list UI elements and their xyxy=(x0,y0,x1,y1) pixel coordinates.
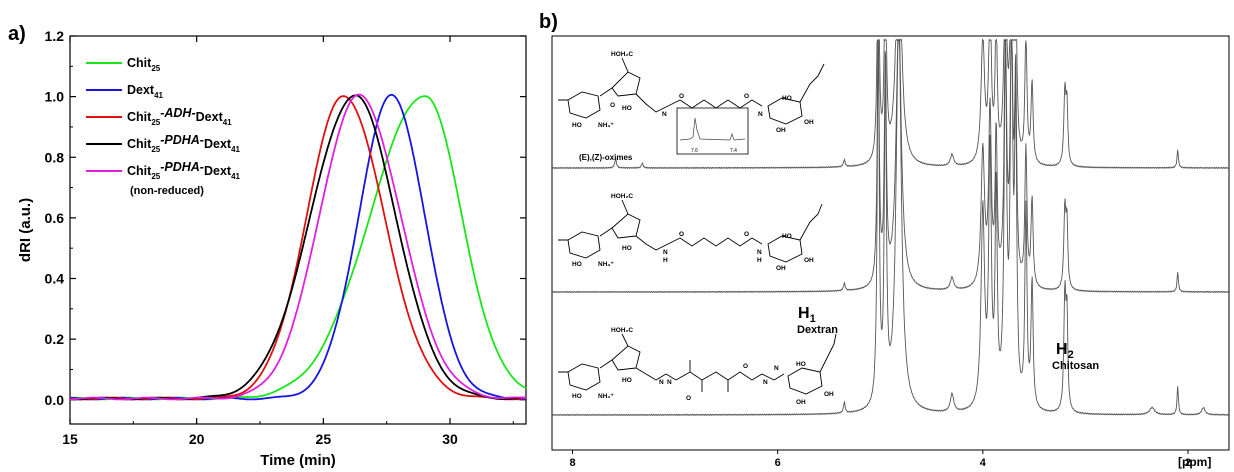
s3-o-1: O xyxy=(686,395,691,402)
axis-ticks-b: 8 6 4 2 xyxy=(569,450,1191,469)
s3-n-3: N xyxy=(763,379,768,386)
x-tick-label: 25 xyxy=(316,431,332,447)
legend-entry: Chit25-ADH-Dext41 xyxy=(127,106,232,127)
s1-oh-2: OH xyxy=(804,119,814,126)
ppm-tick-label: 8 xyxy=(569,457,575,469)
y-tick-label: 1.0 xyxy=(45,89,65,105)
series-line-4 xyxy=(70,93,527,401)
s2-n-2: N xyxy=(757,249,762,256)
s3-oh-2: OH xyxy=(824,391,834,398)
ppm-tick-label: 2 xyxy=(1185,457,1191,469)
oximes-label: (E),(Z)-oximes xyxy=(579,153,633,162)
s1-oh-1: OH xyxy=(776,127,786,134)
s1-n-1: N xyxy=(662,111,667,118)
h1-label: H1 xyxy=(798,305,816,325)
s2-o-1: O xyxy=(679,231,684,238)
structure-reduced xyxy=(558,199,823,263)
s2-n-1: N xyxy=(663,249,668,256)
plot-frame-a xyxy=(69,35,527,425)
s3-hoh2c: HOH₂C xyxy=(611,327,633,334)
ppm-label: [ppm] xyxy=(1178,455,1211,469)
y-tick-label: 0.0 xyxy=(45,392,65,408)
s1-nh3: NH₃⁺ xyxy=(598,122,614,129)
x-axis-label: Time (min) xyxy=(260,452,336,469)
dextran-label: Dextran xyxy=(797,324,838,336)
s1-ho-3: HO xyxy=(782,95,792,102)
x-tick-label: 20 xyxy=(189,431,205,447)
legend-entry: Chit25-PDHA-Dext41 xyxy=(127,133,241,154)
structure-adh xyxy=(558,333,837,395)
legend-entry: Chit25 xyxy=(127,56,161,73)
ppm-tick-label: 4 xyxy=(980,457,987,469)
inset-tick-1: 7.6 xyxy=(691,148,698,154)
nmr-spectrum-0 xyxy=(551,38,1230,170)
s1-o-3: O xyxy=(744,93,749,100)
s1-ho-2: HO xyxy=(622,105,632,112)
x-tick-label: 15 xyxy=(62,431,78,447)
gpc-chart: 0.0 0.2 0.4 0.6 0.8 1.0 1.2 15 20 25 30 Chit25 Dext… xyxy=(17,28,527,469)
s1-o-1: O xyxy=(610,102,615,109)
nmr-spectrum-1 xyxy=(551,38,1230,294)
s3-n-2: N xyxy=(667,379,672,386)
s2-ho-3: HO xyxy=(782,233,792,240)
plot-frame-b xyxy=(551,35,1230,451)
s2-h-1: H xyxy=(663,257,668,264)
y-tick-label: 0.2 xyxy=(45,331,65,347)
y-tick-label: 1.2 xyxy=(45,28,65,44)
h2-label: H2 xyxy=(1056,341,1074,361)
nmr-spectra xyxy=(551,38,1230,417)
y-tick-label: 0.8 xyxy=(45,149,65,165)
s2-hoh2c: HOH₂C xyxy=(611,193,633,200)
axis-ticks-a: 0.0 0.2 0.4 0.6 0.8 1.0 1.2 15 20 25 30 xyxy=(45,28,526,447)
panel-a-label: a) xyxy=(8,23,26,45)
s1-o-2: O xyxy=(679,93,684,100)
y-axis-label: dRI (a.u.) xyxy=(17,198,34,262)
inset-tick-2: 7.4 xyxy=(730,148,737,154)
s2-nh3: NH₃⁺ xyxy=(598,261,614,268)
s2-o-2: O xyxy=(744,231,749,238)
s3-ho-1: HO xyxy=(572,393,582,400)
legend: Chit25 Dext41 Chit25-ADH-Dext41 Chit25-PDHA… xyxy=(86,56,241,197)
s2-ho-1: HO xyxy=(572,261,582,268)
s2-oh-2: OH xyxy=(804,257,814,264)
chitosan-label: Chitosan xyxy=(1052,360,1099,372)
s1-ho-1: HO xyxy=(572,122,582,129)
nmr-spectrum-2 xyxy=(551,38,1230,417)
chromatogram-curves xyxy=(69,93,527,401)
s2-h-2: H xyxy=(757,257,762,264)
s3-ho-2: HO xyxy=(622,377,632,384)
s2-ho-2: HO xyxy=(622,245,632,252)
structure-oxime xyxy=(558,57,825,125)
x-tick-label: 30 xyxy=(442,431,458,447)
s3-o-2: O xyxy=(743,363,748,370)
ppm-tick-label: 6 xyxy=(775,457,781,469)
s1-n-2: N xyxy=(758,111,763,118)
s2-oh-1: OH xyxy=(776,265,786,272)
y-tick-label: 0.4 xyxy=(45,271,65,287)
y-tick-label: 0.6 xyxy=(45,210,65,226)
s3-nh3: NH₃⁺ xyxy=(598,393,614,400)
s3-oh-1: OH xyxy=(796,399,806,406)
s3-ho-3: HO xyxy=(796,361,806,368)
legend-note: (non-reduced) xyxy=(130,185,204,197)
s3-n-4: N xyxy=(774,365,779,372)
legend-entry: Chit25-PDHA-Dext41 xyxy=(127,160,241,181)
s3-n-1: N xyxy=(659,379,664,386)
nmr-chart: 8 6 4 2 [ppm] 7.6 7.4 (E),(Z)-oximes H1 Dex… xyxy=(551,35,1230,469)
panel-b-label: b) xyxy=(539,11,558,33)
legend-entry: Dext41 xyxy=(127,83,164,100)
s1-hoh2c: HOH₂C xyxy=(611,51,633,58)
oxime-inset: 7.6 7.4 xyxy=(676,107,749,155)
